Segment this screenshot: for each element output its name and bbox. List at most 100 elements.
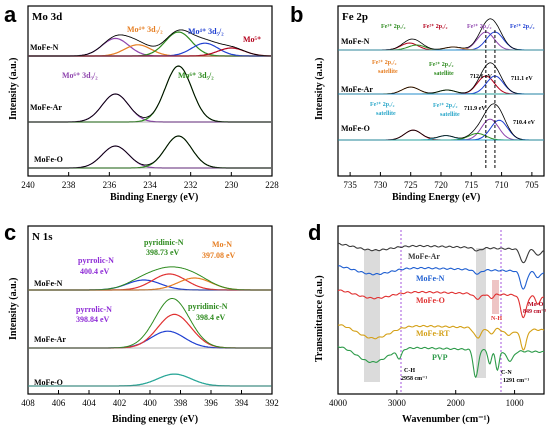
x-tick-label: 398 — [174, 398, 188, 408]
fit-component-curve — [28, 93, 271, 123]
annotation-1291: 1291 cm⁻¹ — [503, 378, 529, 384]
x-tick-label: 408 — [21, 398, 35, 408]
panel-d-letter: d — [308, 220, 321, 245]
x-tick-label: 394 — [235, 398, 249, 408]
annotation-711-1ev: 711.1 eV — [511, 76, 533, 82]
annotation-satellite-ar-1: satellite — [378, 69, 398, 75]
x-tick-label: 730 — [374, 180, 388, 190]
fit-component-curve — [28, 273, 272, 291]
annotation-fe3-2p32-o: Fe³⁺ 2p₃/₂ — [433, 102, 458, 109]
x-tick-label: 402 — [113, 398, 127, 408]
panel-c-title: N 1s — [32, 231, 53, 243]
series-label-mofe-ar-d: MoFe-Ar — [408, 252, 440, 261]
series-label-mofe-o-d: MoFe-O — [416, 296, 445, 305]
x-tick-label: 404 — [82, 398, 96, 408]
annotation-2958: 2958 cm⁻¹ — [401, 376, 427, 382]
annotation-mo-n: Mo-N — [212, 240, 232, 249]
x-tick-label: 710 — [495, 180, 509, 190]
x-tick-label: 1000 — [506, 398, 525, 408]
fit-component-curve — [28, 31, 271, 57]
panel-d-xlabel: Wavenumber (cm⁻¹) — [402, 414, 490, 425]
annotation-fe2-2p12-n: Fe²⁺ 2p₁/₂ — [423, 23, 448, 30]
x-tick-label: 228 — [265, 180, 279, 190]
annotation-fe2-2p12-ar: Fe²⁺ 2p₁/₂ — [372, 59, 397, 66]
annotation-pyrrolic-n-1: pyrrolic-N — [78, 256, 114, 265]
x-tick-label: 705 — [525, 180, 539, 190]
annotation-398-84ev: 398.84 eV — [76, 315, 110, 324]
annotation-fe3-2p12-o: Fe³⁺ 2p₁/₂ — [370, 101, 395, 108]
x-tick-label: 240 — [21, 180, 35, 190]
panel-c-ylabel: Intensity (a.u.) — [8, 277, 19, 340]
annotation-n-h: N-H — [491, 316, 502, 322]
ftir-series-line — [337, 324, 545, 351]
fit-component-curve — [28, 277, 272, 291]
series-label-mofe-o: MoFe-O — [34, 155, 63, 164]
series-label-mofe-ar-c: MoFe-Ar — [34, 335, 66, 344]
x-tick-label: 400 — [143, 398, 157, 408]
annotation-397-08ev: 397.08 eV — [202, 251, 236, 260]
x-tick-label: 392 — [265, 398, 279, 408]
annotation-fe2-2p32-ar: Fe²⁺ 2p₃/₂ — [429, 61, 454, 68]
x-tick-label: 3000 — [388, 398, 407, 408]
ftir-series-line — [337, 346, 545, 379]
series-label-mofe-n-b: MoFe-N — [341, 37, 370, 46]
annotation-710-4ev: 710.4 eV — [513, 120, 536, 126]
x-tick-label: 396 — [204, 398, 218, 408]
panel-a-ylabel: Intensity (a.u.) — [8, 57, 19, 120]
series-label-mofe-n-c: MoFe-N — [34, 279, 63, 288]
panel-b-title: Fe 2p — [342, 11, 368, 23]
panel-b: b Fe 2p Intensity (a.u.) Binding Energy … — [290, 2, 545, 203]
annotation-400-4ev: 400.4 eV — [80, 267, 110, 276]
annotation-satellite-ar-2: satellite — [434, 71, 454, 77]
panel-b-letter: b — [290, 2, 303, 27]
panel-d-ylabel: Transmittance (a.u.) — [314, 275, 325, 362]
x-tick-label: 232 — [184, 180, 198, 190]
annotation-c-h: C-H — [404, 368, 415, 374]
x-tick-label: 406 — [52, 398, 66, 408]
annotation-pyridinic-n-2: pyridinic-N — [188, 302, 228, 311]
series-label-mofe-ar: MoFe-Ar — [30, 103, 62, 112]
highlight-band-co — [476, 248, 486, 378]
x-tick-label: 715 — [465, 180, 479, 190]
series-label-mofe-n: MoFe-N — [30, 43, 59, 52]
panel-d-frame — [337, 225, 545, 395]
fit-component-curve — [28, 135, 271, 169]
panel-a-letter: a — [4, 2, 17, 27]
annotation-fe3-2p12-n: Fe³⁺ 2p₁/₂ — [381, 23, 406, 30]
x-tick-label: 238 — [62, 180, 76, 190]
x-tick-label: 236 — [103, 180, 117, 190]
annotation-849: 849 cm⁻¹ — [523, 309, 546, 315]
x-tick-label: 4000 — [329, 398, 348, 408]
x-tick-label: 725 — [404, 180, 418, 190]
annotation-mo6-3d52: Mo⁶⁺ 3d₅/₂ — [178, 71, 214, 80]
annotation-712-6ev: 712.6 eV — [470, 74, 493, 80]
series-label-mofe-ar-b: MoFe-Ar — [341, 85, 373, 94]
highlight-band-oh — [364, 250, 380, 382]
ftir-series-line — [337, 265, 545, 290]
x-tick-label: 720 — [434, 180, 448, 190]
envelope-curve — [28, 135, 271, 169]
panel-a-xlabel: Binding Energy (eV) — [110, 192, 198, 203]
annotation-satellite-o-2: satellite — [440, 112, 460, 118]
x-tick-label: 735 — [343, 180, 357, 190]
x-tick-label: 230 — [225, 180, 239, 190]
annotation-711-9ev: 711.9 eV — [464, 106, 486, 112]
annotation-satellite-o-1: satellite — [376, 111, 396, 117]
panel-b-xlabel: Binding Energy (eV) — [392, 192, 480, 203]
envelope-curve — [28, 373, 272, 387]
panel-b-ylabel: Intensity (a.u.) — [314, 57, 325, 120]
ftir-series-line — [337, 289, 545, 319]
panel-c: c N 1s Intensity (a.u.) Binding energy (… — [4, 220, 279, 425]
annotation-mo-o: Mo-O — [528, 302, 544, 308]
annotation-c-n: C-N — [501, 370, 512, 376]
annotation-pyridinic-n-1: pyridinic-N — [144, 238, 184, 247]
panel-c-xlabel: Binding energy (eV) — [112, 414, 198, 425]
fit-component-curve — [28, 373, 272, 387]
annotation-mo4-3d32: Mo⁴⁺ 3d₃/₂ — [127, 25, 163, 34]
series-label-mofe-o-b: MoFe-O — [341, 124, 370, 133]
annotation-pyrrolic-n-2: pyrrolic-N — [76, 305, 112, 314]
highlight-band-nh — [492, 280, 499, 314]
series-label-mofe-rt-d: MoFe-RT — [416, 329, 450, 338]
panel-d: d Transmittance (a.u.) Wavenumber (cm⁻¹)… — [308, 220, 546, 425]
